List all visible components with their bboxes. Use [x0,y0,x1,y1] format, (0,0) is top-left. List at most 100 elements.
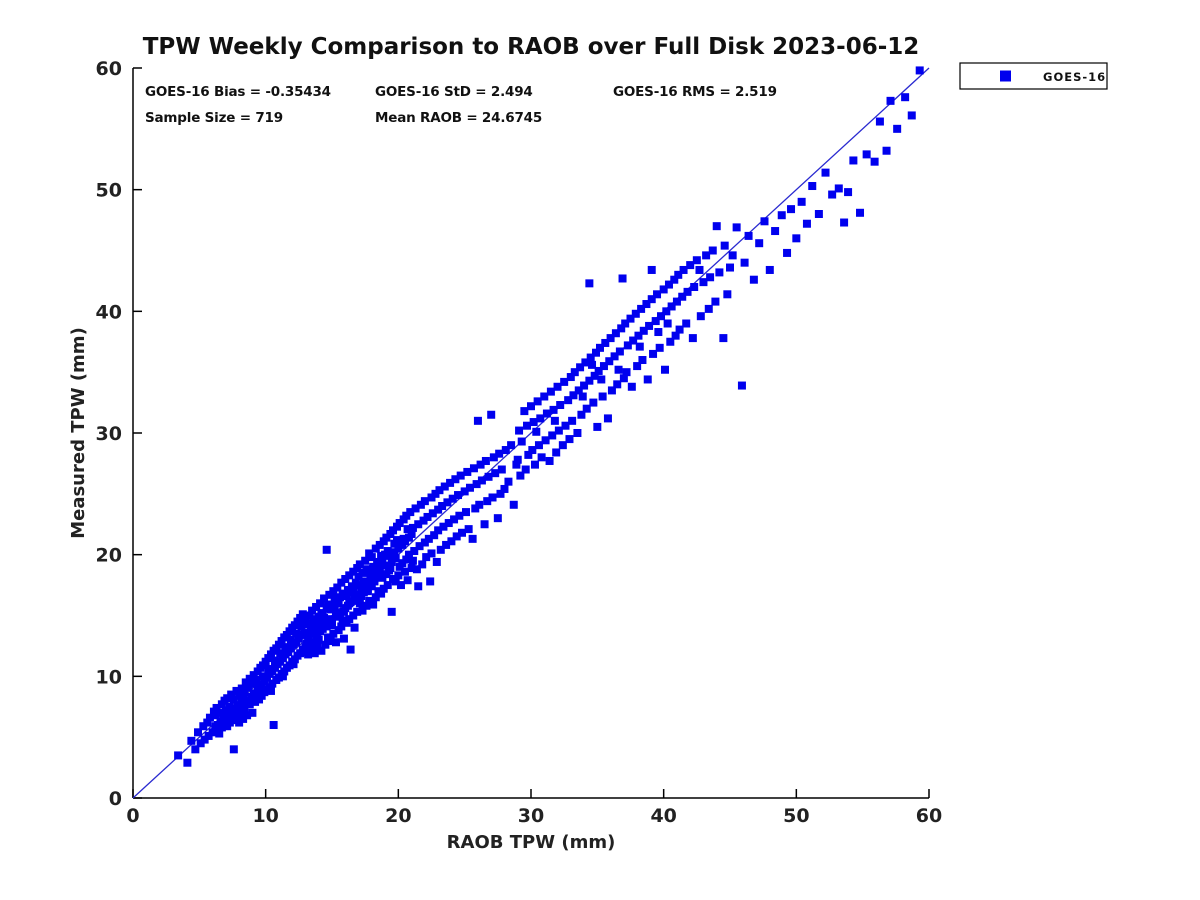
scatter-point [589,398,598,407]
scatter-point [386,564,395,573]
scatter-point [844,188,853,197]
scatter-point [317,646,326,655]
scatter-point [755,239,764,248]
scatter-point [183,758,192,767]
scatter-point [468,534,477,543]
scatter-point [329,629,338,638]
scatter-point [402,555,411,564]
scatter-point [740,258,749,267]
scatter-point [542,409,551,418]
scatter-point [248,708,257,717]
stat-mean-raob: Mean RAOB = 24.6745 [375,110,542,126]
scatter-point [310,615,319,624]
chart-title: TPW Weekly Comparison to RAOB over Full … [143,34,920,60]
scatter-point [886,96,895,105]
scatter-point [712,222,721,231]
scatter-point [702,251,711,260]
scatter-series-goes16 [174,66,924,767]
scatter-point [316,617,325,626]
scatter-point [585,376,594,385]
scatter-point [657,312,666,321]
scatter-point [240,703,249,712]
scatter-point [679,265,688,274]
scatter-point [320,594,329,603]
scatter-point [324,600,333,609]
scatter-point [715,268,724,277]
scatter-point [840,218,849,227]
scatter-point [426,577,435,586]
scatter-point [814,210,823,218]
scatter-point [239,694,248,703]
scatter-point [617,324,626,333]
scatter-point [240,688,249,697]
scatter-point [215,729,224,738]
scatter-point [828,190,837,199]
scatter-point [777,211,786,220]
legend[interactable]: GOES-16 [959,62,1108,90]
scatter-point [359,577,368,586]
scatter-point [686,261,695,270]
scatter-point [704,304,713,313]
scatter-point [306,644,315,653]
scatter-point [187,736,196,745]
scatter-point [306,626,315,635]
scatter-point [212,703,221,712]
scatter-point [221,710,230,719]
scatter-point [671,331,680,340]
stat-std: GOES-16 StD = 2.494 [375,84,533,100]
scatter-point [174,751,183,760]
scatter-point [560,377,569,386]
scatter-point [664,280,673,289]
scatter-point [353,607,362,616]
x-tick-label: 30 [518,805,544,827]
scatter-point [447,537,456,546]
scatter-point [655,343,664,352]
scatter-point [406,508,415,517]
scatter-point [215,708,224,717]
scatter-point [229,695,238,704]
scatter-point [592,348,601,357]
scatter-point [500,484,509,493]
scatter-point [495,449,504,458]
scatter-point [595,343,604,352]
scatter-point [460,487,469,496]
scatter-point [568,416,577,425]
scatter-point [415,542,424,551]
scatter-point [491,469,500,478]
scatter-point [651,317,660,326]
scatter-point [439,522,448,531]
scatter-point [610,352,619,361]
scatter-point [635,342,644,351]
scatter-point [719,334,728,343]
scatter-point [278,672,287,681]
scatter-point [663,319,672,328]
scatter-point [534,441,543,450]
scatter-point [400,567,409,576]
scatter-point [556,401,565,410]
scatter-point [662,307,671,316]
scatter-point [442,540,451,549]
scatter-point [598,392,607,401]
scatter-point [870,157,879,166]
scatter-point [527,402,535,411]
scatter-point [588,360,597,369]
x-tick-label: 0 [126,805,139,827]
scatter-point [521,465,530,474]
scatter-point [623,341,632,350]
axis-ticks: 0 10 20 30 40 50 60 0 10 20 30 40 50 60 [96,58,943,827]
scatter-point [362,601,371,610]
scatter-point [403,525,412,534]
scatter-point [501,446,510,455]
scatter-point [849,156,858,165]
scatter-point [594,366,603,375]
scatter-point [481,456,490,465]
scatter-point [243,711,252,720]
scatter-point [530,460,539,469]
scatter-point [618,274,627,283]
scatter-point [581,358,590,367]
scatter-point [408,556,417,565]
scatter-point [454,491,463,500]
scatter-point [483,497,492,506]
scatter-point [464,525,473,534]
scatter-point [432,557,441,566]
